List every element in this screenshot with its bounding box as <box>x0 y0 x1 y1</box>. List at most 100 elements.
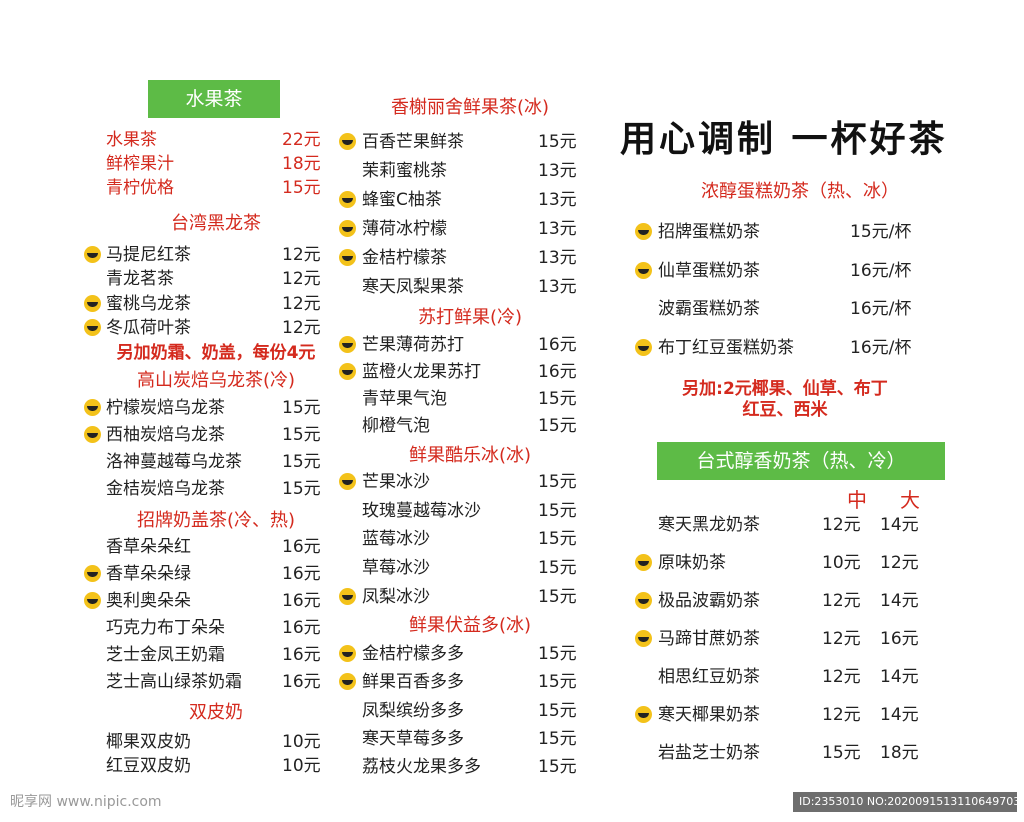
slogan: 用心调制 一杯好茶 <box>620 118 948 160</box>
item-name: 红豆双皮奶 <box>106 756 191 776</box>
item-price: 15元 <box>538 416 577 436</box>
item-price: 18元 <box>880 743 919 763</box>
item-price: 15元/杯 <box>850 222 912 242</box>
item-price: 16元 <box>880 629 919 649</box>
item-price: 14元 <box>880 515 919 535</box>
item-price: 15元 <box>538 644 577 664</box>
item-price: 13元 <box>538 161 577 181</box>
item-price: 15元 <box>538 728 577 749</box>
item-name: 柠檬炭焙乌龙茶 <box>106 398 225 418</box>
item-name: 寒天椰果奶茶 <box>658 705 760 725</box>
item-name: 柳橙气泡 <box>362 416 430 436</box>
item-name: 极品波霸奶茶 <box>658 591 760 611</box>
size-header: 中 <box>847 488 867 512</box>
item-name: 荔枝火龙果多多 <box>362 757 481 778</box>
item-price: 15元 <box>282 398 321 418</box>
item-icon <box>339 336 356 353</box>
item-icon <box>635 338 652 356</box>
item-price: 15元 <box>282 178 321 198</box>
item-icon <box>635 706 652 723</box>
section-heading: 台湾黑龙茶 <box>171 213 261 234</box>
item-price: 15元 <box>282 425 321 445</box>
item-icon <box>339 133 356 150</box>
item-name: 鲜果百香多多 <box>362 672 464 693</box>
item-name: 马蹄甘蔗奶茶 <box>658 629 760 649</box>
item-name: 蜂蜜C柚茶 <box>362 190 442 210</box>
item-name: 薄荷冰柠檬 <box>362 219 447 239</box>
item-name: 招牌蛋糕奶茶 <box>658 222 760 242</box>
item-price: 15元 <box>538 672 577 693</box>
item-price: 14元 <box>880 591 919 611</box>
item-icon <box>84 318 101 336</box>
item-name: 金桔炭焙乌龙茶 <box>106 479 225 499</box>
section-heading: 招牌奶盖茶(冷、热) <box>136 510 296 531</box>
item-price: 16元/杯 <box>850 299 912 319</box>
item-price: 16元 <box>282 618 321 638</box>
item-name: 仙草蛋糕奶茶 <box>658 260 760 281</box>
item-name: 芒果薄荷苏打 <box>362 335 464 355</box>
item-name: 奥利奥朵朵 <box>106 591 191 611</box>
item-icon <box>635 592 652 609</box>
item-icon <box>339 645 356 662</box>
section-heading: 鲜果伏益多(冰) <box>408 615 532 636</box>
item-name: 凤梨冰沙 <box>362 586 430 607</box>
section-heading: 台式醇香奶茶（热、冷） <box>696 450 906 472</box>
item-price: 16元 <box>282 537 321 557</box>
item-price: 16元/杯 <box>850 260 912 281</box>
item-price: 15元 <box>538 757 577 778</box>
item-icon <box>339 673 356 691</box>
item-name: 茉莉蜜桃茶 <box>362 161 447 181</box>
item-price: 16元 <box>538 335 577 355</box>
item-name: 鲜榨果汁 <box>106 154 174 174</box>
item-name: 凤梨缤纷多多 <box>362 700 464 721</box>
item-price: 16元 <box>282 591 321 611</box>
id-box: ID:2353010 NO:20200915131106497036 <box>793 792 1024 812</box>
item-icon <box>635 554 652 571</box>
item-name: 寒天黑龙奶茶 <box>658 515 760 535</box>
item-icon <box>339 249 356 266</box>
item-icon <box>84 565 101 582</box>
section-heading: 鲜果酷乐冰(冰) <box>408 445 532 466</box>
watermark-id: ID:2353010 NO:20200915131106497036 <box>799 795 1024 808</box>
item-price: 16元 <box>282 645 321 665</box>
item-name: 蓝橙火龙果苏打 <box>362 362 481 382</box>
item-name: 芝士高山绿茶奶霜 <box>106 672 242 692</box>
item-name: 芝士金凤王奶霜 <box>106 645 225 665</box>
item-icon <box>84 399 101 416</box>
item-icon <box>339 473 356 490</box>
item-name: 西柚炭焙乌龙茶 <box>106 425 225 445</box>
item-name: 椰果双皮奶 <box>106 732 191 752</box>
heading-box: 水果茶 <box>148 80 280 118</box>
item-name: 芒果冰沙 <box>362 472 430 492</box>
item-price: 12元 <box>282 293 321 314</box>
item-name: 马提尼红茶 <box>106 245 191 265</box>
item-price: 13元 <box>538 277 577 297</box>
item-price: 15元 <box>538 700 577 721</box>
item-price: 15元 <box>538 529 577 550</box>
item-name: 玫瑰蔓越莓冰沙 <box>362 500 481 521</box>
item-name: 水果茶 <box>106 130 157 150</box>
item-icon <box>339 191 356 208</box>
item-price: 13元 <box>538 190 577 210</box>
item-price: 16元 <box>282 672 321 692</box>
item-icon <box>339 220 356 237</box>
size-header: 大 <box>900 488 920 512</box>
item-price: 18元 <box>282 154 321 174</box>
item-price: 13元 <box>538 219 577 239</box>
item-price: 15元 <box>538 558 577 579</box>
item-price: 12元 <box>822 515 861 535</box>
section-heading: 香榭丽舍鲜果茶(冰) <box>390 97 550 118</box>
section-heading: 水果茶 <box>185 88 243 110</box>
item-price: 15元 <box>538 472 577 492</box>
section-heading: 苏打鲜果(冷) <box>417 307 523 328</box>
section-heading: 双皮奶 <box>189 702 243 723</box>
item-name: 相思红豆奶茶 <box>658 667 760 687</box>
item-price: 15元 <box>538 132 577 152</box>
note: 另加奶霜、奶盖，每份4元 <box>116 343 316 363</box>
item-price: 12元 <box>282 269 321 290</box>
item-icon <box>84 592 101 609</box>
item-price: 15元 <box>822 743 861 763</box>
item-name: 岩盐芝士奶茶 <box>658 743 760 763</box>
item-price: 12元 <box>822 667 861 687</box>
